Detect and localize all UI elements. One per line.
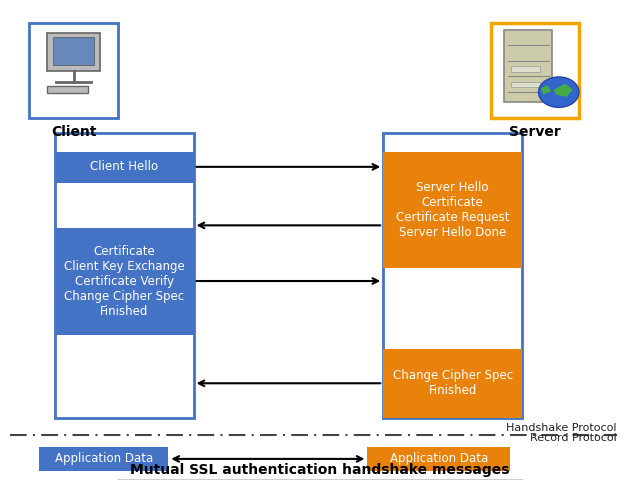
Polygon shape	[47, 87, 88, 93]
Text: Client Hello: Client Hello	[90, 160, 158, 173]
Polygon shape	[504, 30, 552, 102]
Text: Server Hello
Certificate
Certificate Request
Server Hello Done: Server Hello Certificate Certificate Req…	[396, 181, 509, 239]
FancyBboxPatch shape	[383, 133, 522, 418]
Polygon shape	[554, 84, 573, 97]
FancyBboxPatch shape	[54, 133, 194, 418]
FancyBboxPatch shape	[383, 151, 522, 268]
Text: Handshake Protocol: Handshake Protocol	[506, 424, 617, 434]
Text: Application Data: Application Data	[390, 453, 488, 466]
Text: Client: Client	[51, 125, 97, 139]
FancyBboxPatch shape	[490, 23, 579, 118]
Text: Change Cipher Spec
Finished: Change Cipher Spec Finished	[392, 369, 513, 397]
Text: Application Data: Application Data	[55, 453, 153, 466]
Text: Server: Server	[509, 125, 561, 139]
FancyBboxPatch shape	[367, 447, 509, 471]
Polygon shape	[53, 37, 94, 64]
Text: Mutual SSL authentication handshake messages: Mutual SSL authentication handshake mess…	[131, 464, 509, 477]
FancyBboxPatch shape	[39, 447, 168, 471]
FancyBboxPatch shape	[54, 151, 194, 182]
Polygon shape	[541, 85, 551, 94]
Circle shape	[538, 77, 579, 107]
Polygon shape	[511, 66, 540, 72]
FancyBboxPatch shape	[383, 349, 522, 418]
Polygon shape	[47, 33, 100, 71]
FancyBboxPatch shape	[29, 23, 118, 118]
Text: Certificate
Client Key Exchange
Certificate Verify
Change Cipher Spec
Finished: Certificate Client Key Exchange Certific…	[64, 244, 184, 318]
FancyBboxPatch shape	[54, 228, 194, 335]
Polygon shape	[511, 82, 540, 88]
Text: Record Protocol: Record Protocol	[530, 433, 617, 443]
